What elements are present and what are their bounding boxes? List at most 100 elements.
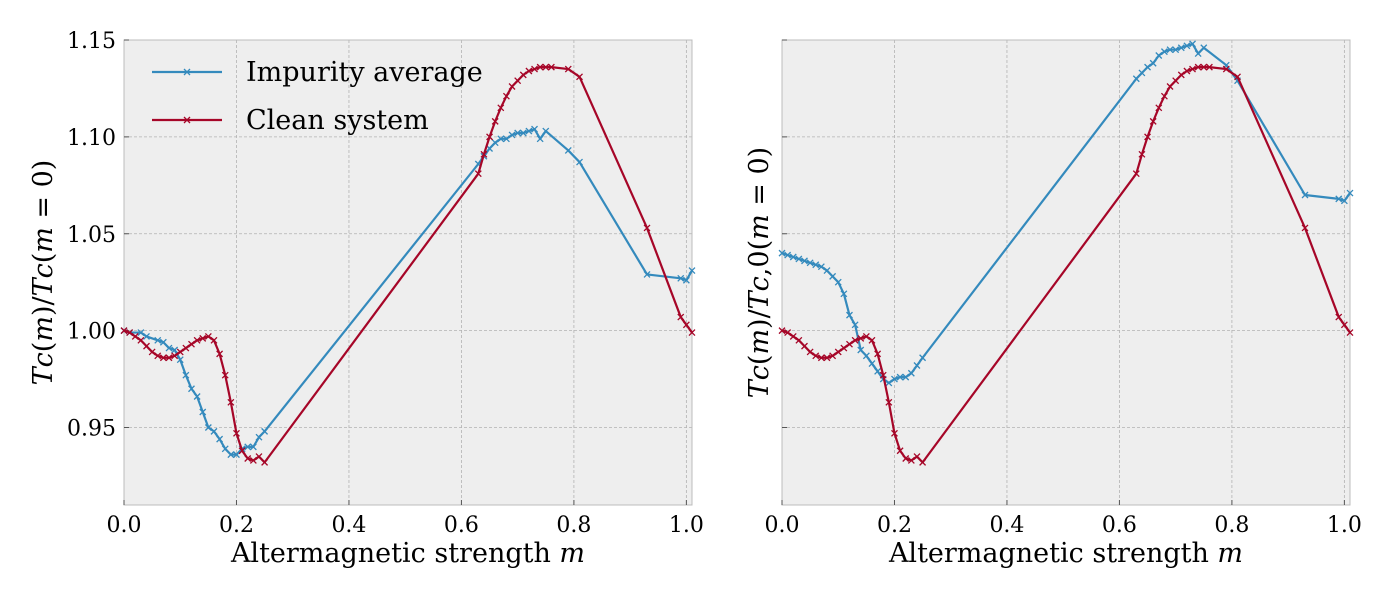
data-point-marker bbox=[862, 332, 870, 340]
y-tick-label: 1.15 bbox=[67, 29, 116, 54]
data-point-marker bbox=[227, 398, 235, 406]
data-point-marker bbox=[891, 429, 898, 437]
legend: Impurity average Clean system bbox=[152, 57, 483, 136]
x-tick-label: 0.0 bbox=[107, 513, 142, 538]
data-point-marker bbox=[1346, 329, 1354, 337]
x-tick-label: 0.8 bbox=[556, 513, 591, 538]
data-point-marker bbox=[233, 451, 240, 459]
data-point-marker bbox=[176, 356, 184, 364]
data-point-marker bbox=[480, 150, 488, 158]
data-point-marker bbox=[137, 329, 145, 337]
data-point-marker bbox=[1166, 46, 1174, 54]
legend-label: Impurity average bbox=[246, 57, 483, 88]
data-point-marker bbox=[1194, 50, 1202, 58]
data-point-marker bbox=[862, 352, 870, 360]
data-point-marker bbox=[502, 92, 510, 100]
data-point-marker bbox=[846, 311, 853, 319]
y-axis-label: 𝑇𝑐(𝑚)/𝑇𝑐(𝑚 = 0) bbox=[28, 160, 59, 386]
data-point-marker bbox=[210, 427, 218, 435]
data-point-marker bbox=[806, 259, 814, 267]
data-point-marker bbox=[497, 135, 505, 143]
data-point-marker bbox=[1234, 73, 1241, 81]
data-point-marker bbox=[1132, 170, 1140, 178]
data-point-marker bbox=[564, 146, 572, 154]
data-point-marker bbox=[171, 352, 179, 360]
data-point-marker bbox=[829, 352, 837, 360]
data-point-marker bbox=[1138, 150, 1146, 158]
x-tick-label: 0.6 bbox=[444, 513, 479, 538]
y-tick-label: 0.95 bbox=[67, 417, 116, 442]
left-chart-panel: 0.0 0.2 0.4 0.6 0.8 1.0 0.95 1.00 1.05 1.10 1.15 Al… bbox=[28, 29, 704, 569]
data-point-marker bbox=[1144, 63, 1151, 71]
data-point-marker bbox=[249, 456, 257, 464]
data-point-marker bbox=[154, 352, 162, 360]
data-point-marker bbox=[1155, 52, 1163, 59]
data-point-marker bbox=[801, 342, 808, 350]
data-point-marker bbox=[896, 373, 904, 381]
data-point-marker bbox=[784, 251, 792, 259]
data-point-marker bbox=[486, 133, 494, 141]
series-impurity-average bbox=[778, 40, 1354, 387]
data-point-marker bbox=[1177, 71, 1185, 79]
data-point-marker bbox=[851, 321, 859, 329]
data-point-marker bbox=[1222, 65, 1230, 73]
x-tick-label: 0.0 bbox=[765, 513, 800, 538]
y-axis-label: 𝑇𝑐(𝑚)/𝑇𝑐,0(𝑚 = 0) bbox=[744, 147, 775, 398]
plot-frame bbox=[781, 39, 1351, 506]
data-point-marker bbox=[176, 348, 184, 356]
data-point-marker bbox=[143, 342, 150, 350]
data-point-marker bbox=[221, 371, 229, 379]
data-point-marker bbox=[204, 332, 212, 340]
data-point-marker bbox=[159, 354, 167, 362]
data-point-marker bbox=[1346, 189, 1354, 197]
data-point-marker bbox=[1194, 63, 1202, 71]
data-point-marker bbox=[795, 336, 803, 344]
data-point-marker bbox=[643, 270, 651, 278]
data-point-marker bbox=[885, 379, 893, 387]
data-point-marker bbox=[126, 329, 134, 337]
data-point-marker bbox=[812, 261, 820, 269]
data-point-marker bbox=[891, 375, 898, 383]
data-point-marker bbox=[514, 77, 522, 85]
data-point-marker bbox=[1301, 191, 1309, 199]
y-tick-label: 1.10 bbox=[67, 126, 116, 151]
data-point-marker bbox=[1205, 63, 1213, 71]
data-point-marker bbox=[514, 129, 522, 137]
data-point-marker bbox=[1160, 92, 1168, 100]
data-point-marker bbox=[536, 135, 544, 143]
data-point-marker bbox=[491, 139, 499, 147]
series-line bbox=[123, 66, 693, 464]
data-point-marker bbox=[885, 398, 893, 406]
data-point-marker bbox=[531, 65, 538, 73]
data-point-marker bbox=[913, 362, 921, 369]
data-point-marker bbox=[868, 336, 876, 344]
data-point-marker bbox=[233, 429, 240, 437]
data-point-marker bbox=[879, 371, 887, 379]
data-point-marker bbox=[525, 127, 533, 135]
data-point-marker bbox=[531, 125, 538, 133]
data-point-marker bbox=[817, 354, 825, 362]
data-point-marker bbox=[1183, 67, 1191, 75]
legend-marker bbox=[183, 68, 191, 76]
data-point-marker bbox=[840, 290, 848, 298]
y-tick-label: 1.00 bbox=[67, 320, 116, 345]
data-point-marker bbox=[227, 451, 235, 459]
data-point-marker bbox=[221, 445, 229, 453]
data-point-marker bbox=[491, 117, 499, 125]
data-point-marker bbox=[1200, 44, 1208, 52]
data-point-marker bbox=[846, 340, 853, 348]
data-point-marker bbox=[508, 83, 516, 90]
data-point-marker bbox=[1149, 59, 1157, 67]
data-point-marker bbox=[1340, 197, 1348, 205]
data-point-marker bbox=[789, 332, 797, 340]
data-point-marker bbox=[1200, 63, 1208, 71]
data-point-marker bbox=[874, 367, 882, 375]
data-point-marker bbox=[857, 334, 865, 342]
data-point-marker bbox=[1183, 42, 1191, 50]
data-point-marker bbox=[902, 373, 910, 381]
plot-background bbox=[782, 40, 1350, 505]
data-point-marker bbox=[204, 424, 212, 431]
data-point-marker bbox=[778, 249, 786, 257]
data-point-marker bbox=[857, 346, 865, 354]
x-tick-label: 0.4 bbox=[989, 513, 1024, 538]
